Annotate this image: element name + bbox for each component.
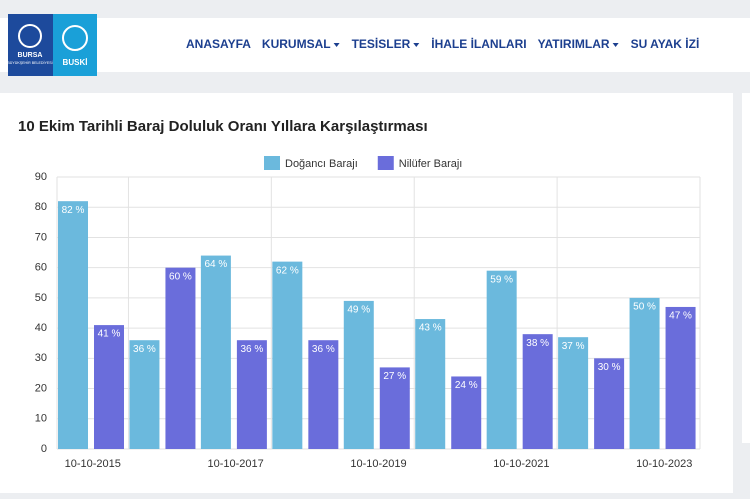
bar[interactable]: [236, 340, 267, 449]
y-tick-label: 70: [35, 231, 47, 243]
bar[interactable]: [629, 297, 660, 449]
value-label: 62 %: [276, 265, 299, 276]
value-label: 59 %: [490, 274, 513, 285]
y-tick-label: 90: [35, 171, 47, 183]
bar[interactable]: [558, 337, 589, 449]
value-label: 41 %: [98, 329, 121, 340]
value-label: 47 %: [669, 311, 692, 322]
value-label: 43 %: [419, 323, 442, 334]
bar[interactable]: [379, 367, 410, 449]
bar[interactable]: [200, 255, 231, 449]
side-card: [742, 93, 750, 443]
value-label: 24 %: [455, 380, 478, 391]
x-tick-label: 10-10-2021: [493, 458, 549, 470]
logo-city-icon: [18, 24, 42, 48]
value-label: 82 %: [62, 205, 85, 216]
legend-label[interactable]: Nilüfer Barajı: [399, 158, 463, 170]
bar[interactable]: [451, 376, 482, 449]
y-tick-label: 10: [35, 413, 47, 425]
y-tick-label: 30: [35, 352, 47, 364]
bar[interactable]: [594, 358, 625, 449]
dropdown-caret: [413, 43, 420, 47]
value-label: 30 %: [598, 362, 621, 373]
legend-swatch[interactable]: [377, 156, 394, 170]
x-tick-label: 10-10-2019: [350, 458, 406, 470]
dropdown-caret: [333, 43, 340, 47]
header-bar: [0, 18, 750, 72]
chart-title: 10 Ekim Tarihli Baraj Doluluk Oranı Yıll…: [18, 118, 428, 135]
nav-item[interactable]: İHALE İLANLARI: [431, 36, 526, 51]
logo-water: BUSKİ: [63, 58, 88, 67]
nav-item[interactable]: TESİSLER: [352, 36, 411, 51]
value-label: 49 %: [347, 305, 370, 316]
bar[interactable]: [665, 306, 696, 449]
y-tick-label: 20: [35, 382, 47, 394]
value-label: 27 %: [383, 371, 406, 382]
y-tick-label: 80: [35, 201, 47, 213]
bar[interactable]: [165, 267, 196, 449]
nav-item[interactable]: ANASAYFA: [186, 37, 251, 51]
bar[interactable]: [415, 319, 446, 449]
value-label: 60 %: [169, 271, 192, 282]
value-label: 50 %: [633, 302, 656, 313]
bar[interactable]: [308, 340, 339, 449]
x-tick-label: 10-10-2023: [636, 458, 692, 470]
value-label: 37 %: [562, 341, 585, 352]
x-tick-label: 10-10-2017: [207, 458, 263, 470]
bar[interactable]: [58, 201, 88, 449]
y-tick-label: 60: [35, 262, 47, 274]
logo-city-bg: [8, 14, 53, 76]
logo[interactable]: BURSA BÜYÜKŞEHİR BELEDİYESİ BUSKİ: [7, 14, 97, 76]
bar[interactable]: [272, 261, 303, 449]
bar[interactable]: [486, 270, 517, 449]
value-label: 36 %: [240, 344, 263, 355]
logo-water-bg: [53, 14, 97, 76]
logo-city: BURSA: [18, 52, 43, 59]
y-tick-label: 0: [41, 443, 47, 455]
logo-water-icon: [62, 25, 88, 51]
bar[interactable]: [94, 325, 124, 449]
bar[interactable]: [129, 340, 160, 449]
legend-swatch[interactable]: [264, 156, 280, 170]
logo-city-sub: BÜYÜKŞEHİR BELEDİYESİ: [7, 60, 52, 65]
value-label: 64 %: [204, 259, 227, 270]
x-tick-label: 10-10-2015: [65, 458, 121, 470]
value-label: 36 %: [312, 344, 335, 355]
bar[interactable]: [522, 334, 553, 449]
dropdown-caret: [612, 43, 619, 47]
y-tick-label: 40: [35, 322, 47, 334]
value-label: 36 %: [133, 344, 156, 355]
nav-item[interactable]: YATIRIMLAR: [538, 37, 610, 51]
nav-item[interactable]: KURUMSAL: [262, 37, 331, 51]
y-tick-label: 50: [35, 292, 47, 304]
bar[interactable]: [343, 300, 374, 449]
nav-item[interactable]: SU AYAK İZİ: [631, 36, 700, 51]
value-label: 38 %: [526, 338, 549, 349]
legend-label[interactable]: Doğancı Barajı: [285, 158, 358, 170]
